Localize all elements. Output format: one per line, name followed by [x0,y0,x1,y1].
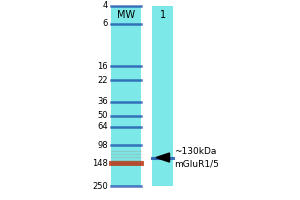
Text: 36: 36 [97,97,108,106]
Text: 1: 1 [160,10,166,20]
Text: mGluR1/5: mGluR1/5 [174,160,219,169]
FancyBboxPatch shape [152,6,172,186]
Text: 64: 64 [98,122,108,131]
Text: 22: 22 [98,76,108,85]
Text: MW: MW [117,10,135,20]
Text: 16: 16 [98,62,108,71]
Text: 98: 98 [98,141,108,150]
Polygon shape [156,153,169,162]
Text: 50: 50 [98,111,108,120]
Text: 4: 4 [103,1,108,10]
Text: 6: 6 [103,19,108,28]
Text: 148: 148 [92,159,108,168]
FancyBboxPatch shape [111,6,141,186]
Text: ~130kDa: ~130kDa [174,147,216,156]
Text: 250: 250 [92,182,108,191]
